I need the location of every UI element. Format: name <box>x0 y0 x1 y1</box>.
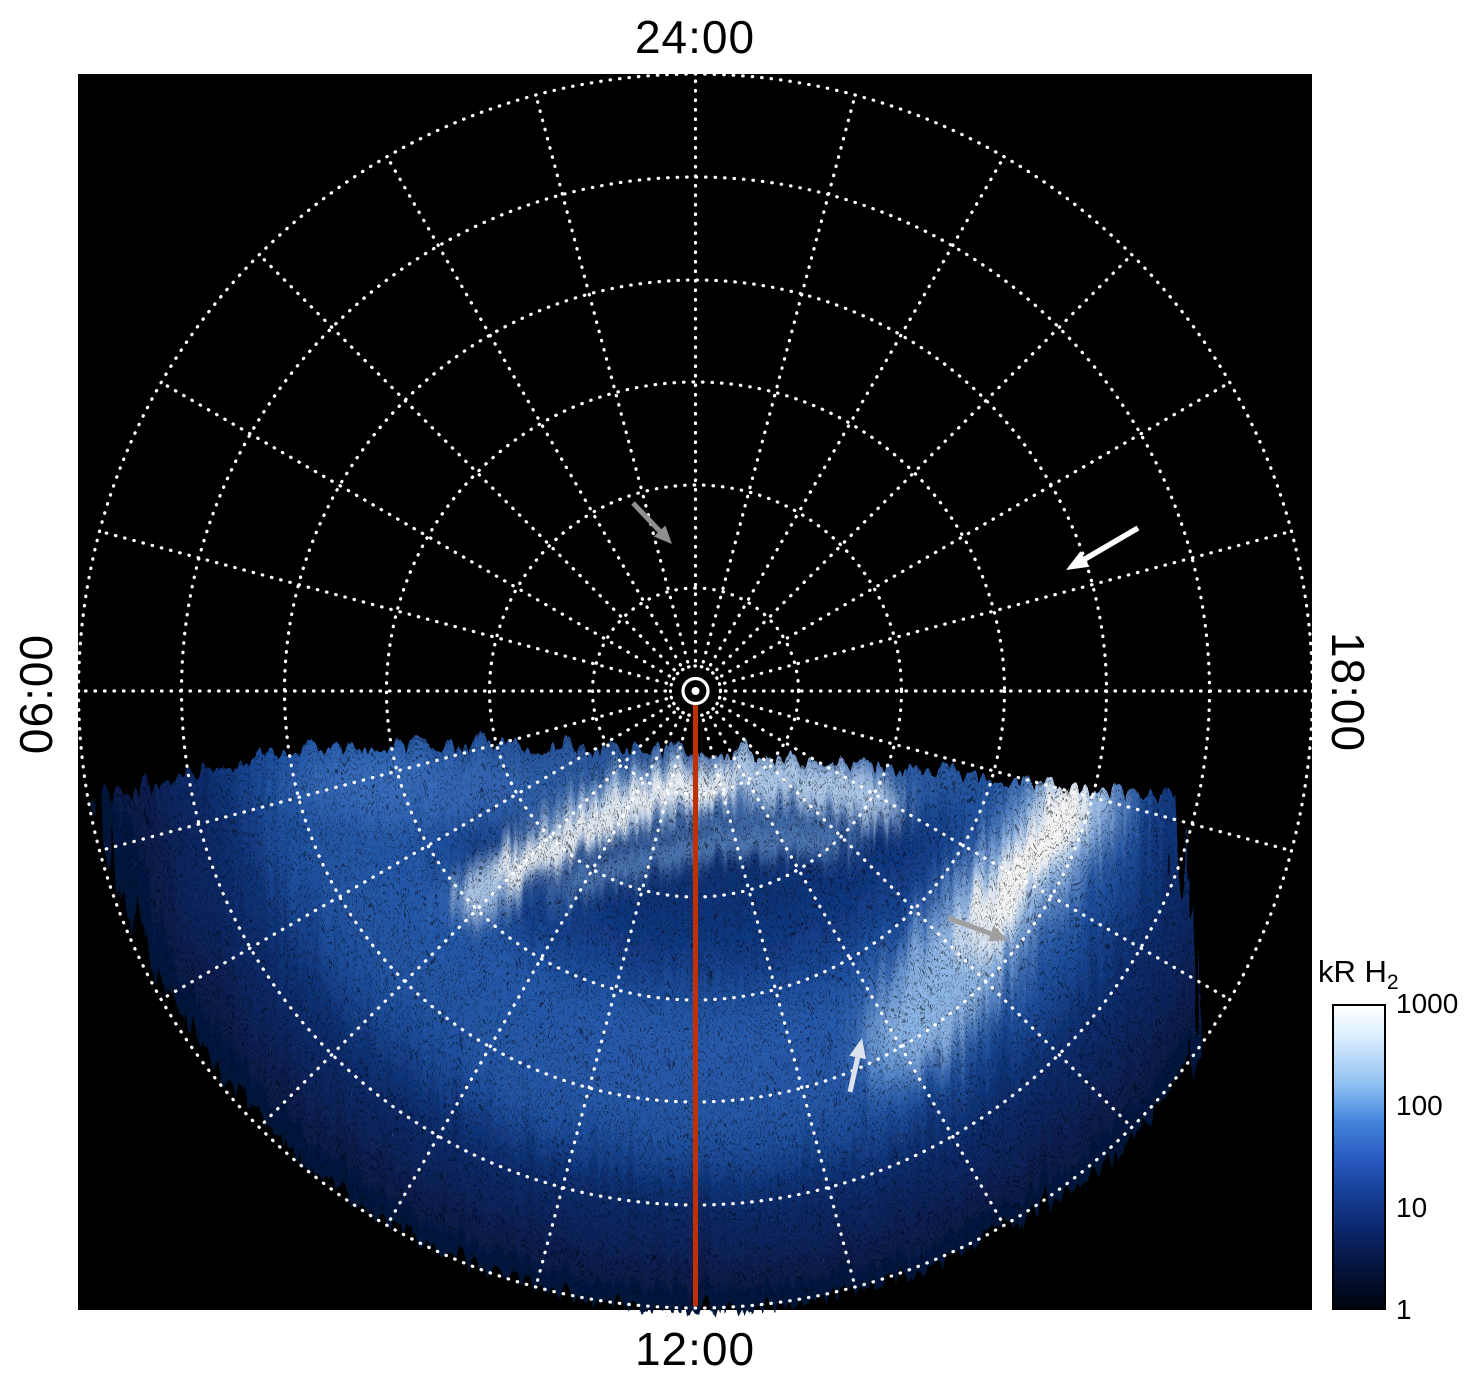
grid-spoke <box>701 93 857 664</box>
grid-spoke <box>719 704 1232 1002</box>
annotation-arrow-gray-midnight <box>631 501 672 544</box>
grid-spoke <box>708 715 1006 1227</box>
grid-spoke <box>97 529 669 685</box>
grid-spoke <box>159 380 672 678</box>
colorbar-tick-1000: 1000 <box>1396 988 1459 1019</box>
colorbar-title: kR H2 <box>1318 954 1399 995</box>
colorbar <box>1332 1004 1386 1310</box>
polar-grid-spokes <box>76 72 1315 1310</box>
grid-spoke <box>534 93 690 664</box>
grid-spoke <box>708 155 1006 667</box>
grid-spoke <box>385 715 683 1227</box>
pole-marker <box>681 676 710 706</box>
grid-spoke <box>257 253 676 672</box>
colorbar-tick-1: 1 <box>1396 1294 1412 1325</box>
label-2400: 24:00 <box>634 11 756 63</box>
grid-spoke <box>719 380 1232 678</box>
colorbar-tick-100: 100 <box>1396 1090 1443 1121</box>
grid-spoke <box>722 529 1294 685</box>
colorbar-title-main: kR H <box>1318 954 1387 989</box>
grid-spoke <box>715 253 1134 672</box>
annotation-arrow-light-noon <box>847 1038 866 1093</box>
grid-spoke <box>534 718 690 1289</box>
outer-grid-circle <box>76 72 1315 1310</box>
grid-spoke <box>385 155 683 667</box>
grid-spoke <box>701 718 857 1289</box>
annotation-arrow-white-dusk <box>1066 525 1140 570</box>
annotation-arrow-gray-bright-spot <box>947 915 1008 942</box>
colorbar-tick-10: 10 <box>1396 1192 1428 1223</box>
grid-spoke <box>97 697 669 853</box>
grid-spoke <box>715 710 1134 1129</box>
label-1200: 12:00 <box>634 1323 756 1375</box>
grid-spoke <box>257 710 676 1129</box>
grid-spoke <box>159 704 672 1002</box>
label-1800: 18:00 <box>1322 631 1374 753</box>
colorbar-title-sub: 2 <box>1386 971 1399 995</box>
label-0600: 06:00 <box>10 633 62 755</box>
grid-spoke <box>722 697 1294 853</box>
